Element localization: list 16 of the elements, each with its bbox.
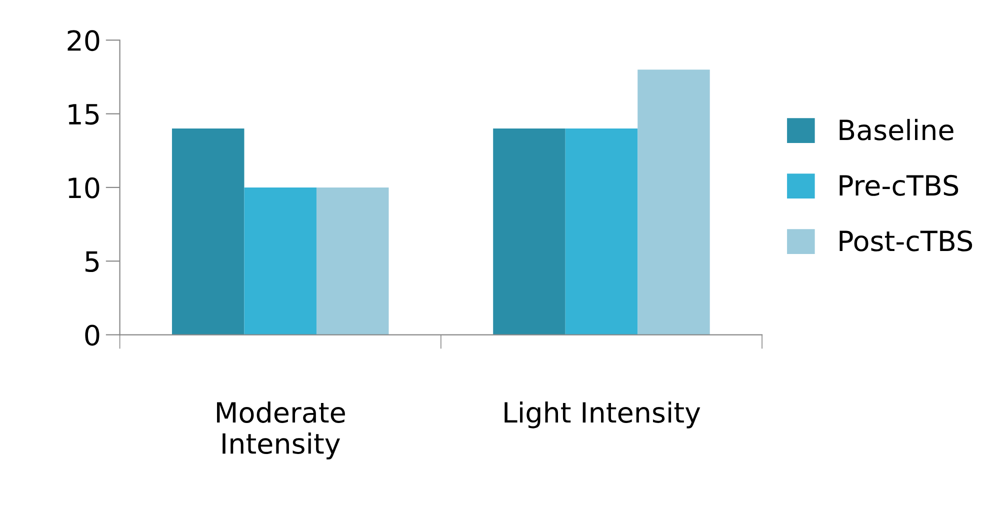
- bar: [172, 128, 244, 335]
- bar: [244, 187, 316, 335]
- bar: [638, 70, 710, 335]
- legend-label: Baseline: [840, 118, 954, 140]
- legend-label: Pre-cTBS: [840, 174, 958, 196]
- y-tick-label: 0: [85, 324, 100, 346]
- legend-label: Post-cTBS: [840, 230, 972, 252]
- bar: [316, 187, 389, 335]
- y-tick-label: 20: [68, 30, 100, 52]
- y-tick-label: 5: [86, 251, 99, 272]
- bar: [565, 128, 638, 335]
- y-tick-label: 10: [68, 177, 100, 198]
- y-tick-label: 15: [68, 104, 99, 125]
- x-tick-label: Moderate Intensity: [217, 401, 345, 460]
- x-tick-label: Light Intensity: [504, 401, 700, 428]
- bar: [493, 128, 566, 335]
